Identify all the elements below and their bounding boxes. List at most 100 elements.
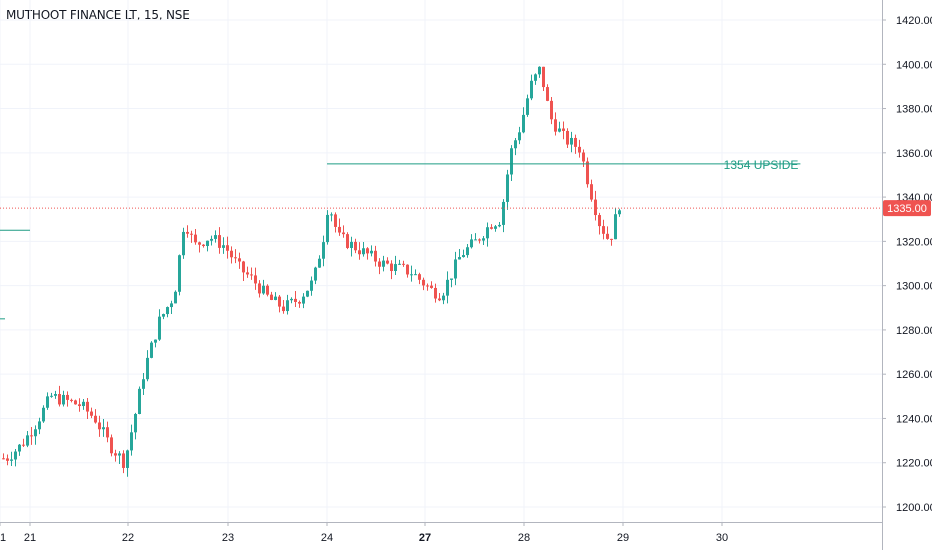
candle-body xyxy=(66,394,69,400)
candle-body xyxy=(598,215,601,227)
candle-body xyxy=(46,396,49,408)
candle-body xyxy=(234,257,237,259)
candle-body xyxy=(166,307,169,315)
candle-body xyxy=(366,248,369,254)
candle-body xyxy=(226,245,229,251)
candle-body xyxy=(354,241,357,251)
current-price-tag xyxy=(883,200,931,217)
candle-body xyxy=(410,274,413,276)
candle-body xyxy=(458,257,461,260)
x-tick-label: 29 xyxy=(617,532,629,544)
candle-body xyxy=(578,146,581,153)
candle-body xyxy=(278,296,281,307)
candle-body xyxy=(554,119,557,132)
candle-body xyxy=(490,227,493,229)
candle-body xyxy=(314,267,317,281)
candle-body xyxy=(206,240,209,247)
candle-body xyxy=(514,140,517,149)
candle-body xyxy=(110,437,113,454)
candle-body xyxy=(254,275,257,284)
x-tick-label: 28 xyxy=(518,532,530,544)
candle-body xyxy=(198,242,201,245)
candle-body xyxy=(586,161,589,185)
x-tick-label: 23 xyxy=(222,532,234,544)
candle-body xyxy=(286,300,289,312)
candle-body xyxy=(194,234,197,243)
candle-body xyxy=(242,261,245,273)
candle-body xyxy=(82,401,85,407)
candle-body xyxy=(418,274,421,280)
candle-body xyxy=(174,291,177,304)
candle-body xyxy=(58,394,61,405)
candle-body xyxy=(38,421,41,430)
candle-body xyxy=(566,130,569,145)
candle-body xyxy=(14,451,17,460)
candle-body xyxy=(222,245,225,248)
y-tick-label: 1420.00 xyxy=(896,15,932,27)
candle-body xyxy=(606,233,609,239)
candle-body xyxy=(190,233,193,235)
candle-body xyxy=(382,260,385,267)
candle-body xyxy=(330,214,333,216)
candle-body xyxy=(474,239,477,241)
candle-body xyxy=(534,74,537,81)
candle-body xyxy=(26,435,29,446)
candle-body xyxy=(470,239,473,248)
candle-body xyxy=(294,298,297,302)
candle-body xyxy=(74,400,77,405)
candle-body xyxy=(94,415,97,423)
candle-body xyxy=(414,274,417,276)
candle-body xyxy=(22,444,25,446)
candle-body xyxy=(546,87,549,101)
candle-body xyxy=(62,394,65,405)
candle-body xyxy=(282,306,285,312)
candle-body xyxy=(302,296,305,304)
annotation-label: 1354 UPSIDE xyxy=(724,158,799,172)
candle-body xyxy=(370,250,373,254)
candle-body xyxy=(10,459,13,461)
candle-body xyxy=(346,234,349,248)
candle-body xyxy=(402,263,405,265)
candle-body xyxy=(442,295,445,301)
candle-body xyxy=(510,148,513,175)
candle-body xyxy=(390,263,393,272)
candle-body xyxy=(462,255,465,258)
candle-body xyxy=(498,224,501,227)
candle-body xyxy=(130,432,133,451)
candle-body xyxy=(270,294,273,300)
x-tick-label: 21 xyxy=(24,532,36,544)
candle-body xyxy=(342,232,345,235)
candle-body xyxy=(322,242,325,259)
y-tick-label: 1300.00 xyxy=(896,281,932,293)
candle-body xyxy=(298,301,301,304)
candle-body xyxy=(102,427,105,430)
candle-body xyxy=(178,255,181,292)
candle-body xyxy=(434,287,437,299)
candle-body xyxy=(394,264,397,272)
candle-body xyxy=(518,132,521,141)
candle-body xyxy=(406,264,409,275)
x-tick-label: 24 xyxy=(321,532,333,544)
candle-body xyxy=(502,201,505,225)
candle-body xyxy=(550,100,553,120)
candle-body xyxy=(378,261,381,267)
candle-body xyxy=(118,453,121,456)
candle-body xyxy=(422,279,425,286)
y-tick-label: 1320.00 xyxy=(896,236,932,248)
candle-body xyxy=(614,214,617,240)
candle-body xyxy=(478,239,481,241)
candle-body xyxy=(138,388,141,414)
candle-body xyxy=(158,316,161,340)
candle-body xyxy=(126,450,129,468)
candle-body xyxy=(54,394,57,396)
candle-body xyxy=(466,247,469,256)
candle-body xyxy=(306,290,309,297)
y-tick-label: 1260.00 xyxy=(896,369,932,381)
candle-body xyxy=(450,278,453,280)
candle-body xyxy=(338,226,341,233)
chart-title: MUTHOOT FINANCE LT, 15, NSE xyxy=(6,8,190,22)
candle-body xyxy=(2,458,5,460)
candle-body xyxy=(362,248,365,255)
candle-body xyxy=(42,407,45,422)
